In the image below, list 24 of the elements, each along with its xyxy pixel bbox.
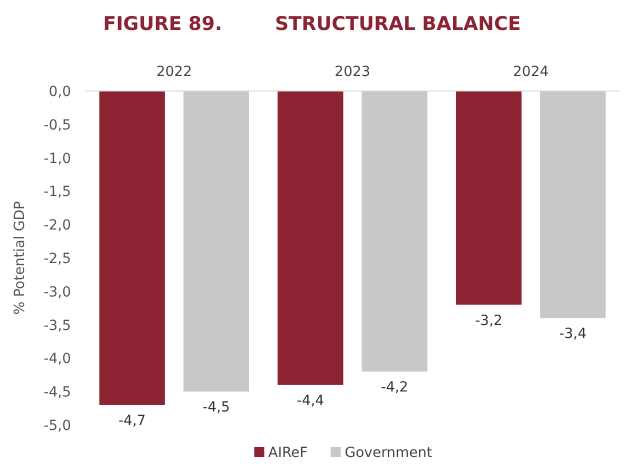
data-label: -3,4: [559, 326, 587, 342]
y-tick-label: -0,5: [44, 117, 71, 134]
y-tick-label: -3,5: [44, 318, 71, 334]
y-tick-label: -1,5: [44, 184, 71, 200]
y-tick-label: -3,0: [44, 284, 71, 300]
y-tick-label: 0,0: [48, 84, 71, 100]
y-tick-label: -5,0: [44, 418, 71, 434]
y-tick-label: -4,5: [44, 384, 71, 401]
y-tick-label: -2,0: [44, 218, 71, 234]
data-label: -3,2: [475, 312, 502, 329]
x-tick-label: 2024: [513, 64, 549, 80]
y-tick-label: -4,0: [44, 351, 71, 368]
data-label: -4,5: [202, 400, 230, 416]
legend-label: AIReF: [268, 445, 308, 461]
chart-title: FIGURE 89. STRUCTURAL BALANCE: [103, 13, 521, 35]
y-tick-label: -1,0: [44, 150, 71, 167]
x-tick-label: 2022: [156, 64, 192, 80]
y-tick-label: -2,5: [44, 251, 71, 267]
data-label: -4,7: [118, 412, 146, 429]
data-label: -4,2: [380, 380, 408, 396]
legend-label: Government: [344, 445, 433, 461]
x-tick-label: 2023: [334, 64, 370, 80]
data-label: -4,4: [296, 392, 324, 409]
y-axis-title: % Potential GDP: [12, 201, 28, 315]
